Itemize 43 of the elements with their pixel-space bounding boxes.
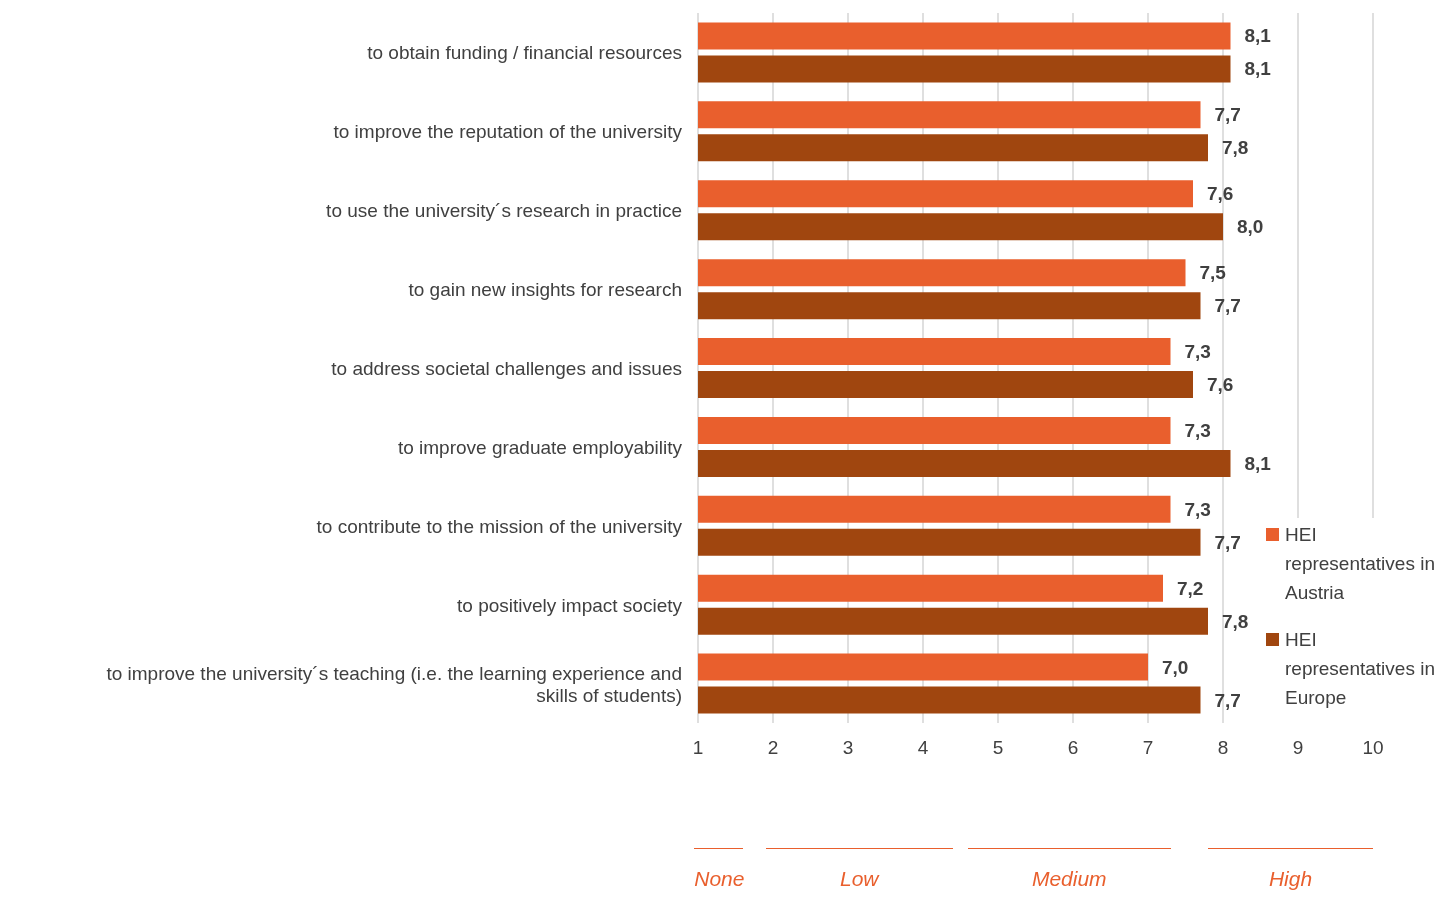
data-label: 7,2 <box>1177 577 1204 599</box>
y-tick-label: to improve graduate employability <box>397 436 683 458</box>
data-label: 7,7 <box>1214 531 1241 553</box>
data-label: 7,8 <box>1222 137 1249 159</box>
x-tick-label: 2 <box>767 737 779 759</box>
data-label: 7,6 <box>1207 183 1234 205</box>
text: High <box>1208 848 1373 891</box>
x-tick-label: 10 <box>1362 737 1384 759</box>
data-label: 7,8 <box>1222 610 1249 632</box>
y-tick-label: to obtain funding / financial resources <box>367 41 682 63</box>
data-label: 8,1 <box>1244 452 1272 474</box>
data-label: 7,3 <box>1184 341 1211 363</box>
y-tick-label: to improve the reputation of the university <box>333 120 683 142</box>
data-label: 8,1 <box>1244 25 1272 47</box>
text: None <box>694 848 745 891</box>
data-label: 7,3 <box>1184 419 1211 441</box>
y-tick-label: to positively impact society <box>457 594 683 616</box>
x-tick-label: 5 <box>992 737 1004 759</box>
data-label: 7,7 <box>1214 104 1241 126</box>
data-label: 7,7 <box>1214 295 1241 317</box>
x-tick-label: 8 <box>1217 737 1229 759</box>
legend-label: HEI representatives in Europe <box>1285 628 1436 710</box>
y-tick-label: to gain new insights for research <box>408 278 682 300</box>
data-label: 8,1 <box>1244 58 1272 80</box>
data-label: 7,3 <box>1184 498 1211 520</box>
data-label: 7,0 <box>1162 656 1189 678</box>
data-label: 7,6 <box>1207 374 1234 396</box>
x-tick-label: 1 <box>692 737 704 759</box>
data-label: 7,7 <box>1214 689 1241 711</box>
x-tick-label: 6 <box>1067 737 1079 759</box>
data-label: 7,5 <box>1199 262 1227 284</box>
legend-label: HEI representatives in Austria <box>1285 523 1436 605</box>
x-tick-label: 3 <box>842 737 854 759</box>
x-tick-label: 4 <box>917 737 929 759</box>
text: Medium <box>968 848 1171 891</box>
y-tick-label: to contribute to the mission of the university <box>316 515 683 537</box>
x-tick-label: 7 <box>1142 737 1154 759</box>
y-tick-label: to improve the university´s teaching (i.e. the learning experience and skills of students) <box>106 662 682 706</box>
x-tick-label: 9 <box>1292 737 1304 759</box>
text: Low <box>765 848 953 891</box>
data-label: 8,0 <box>1237 216 1264 238</box>
y-tick-label: to use the university´s research in practice <box>326 199 682 221</box>
y-tick-label: to address societal challenges and issues <box>331 357 682 379</box>
